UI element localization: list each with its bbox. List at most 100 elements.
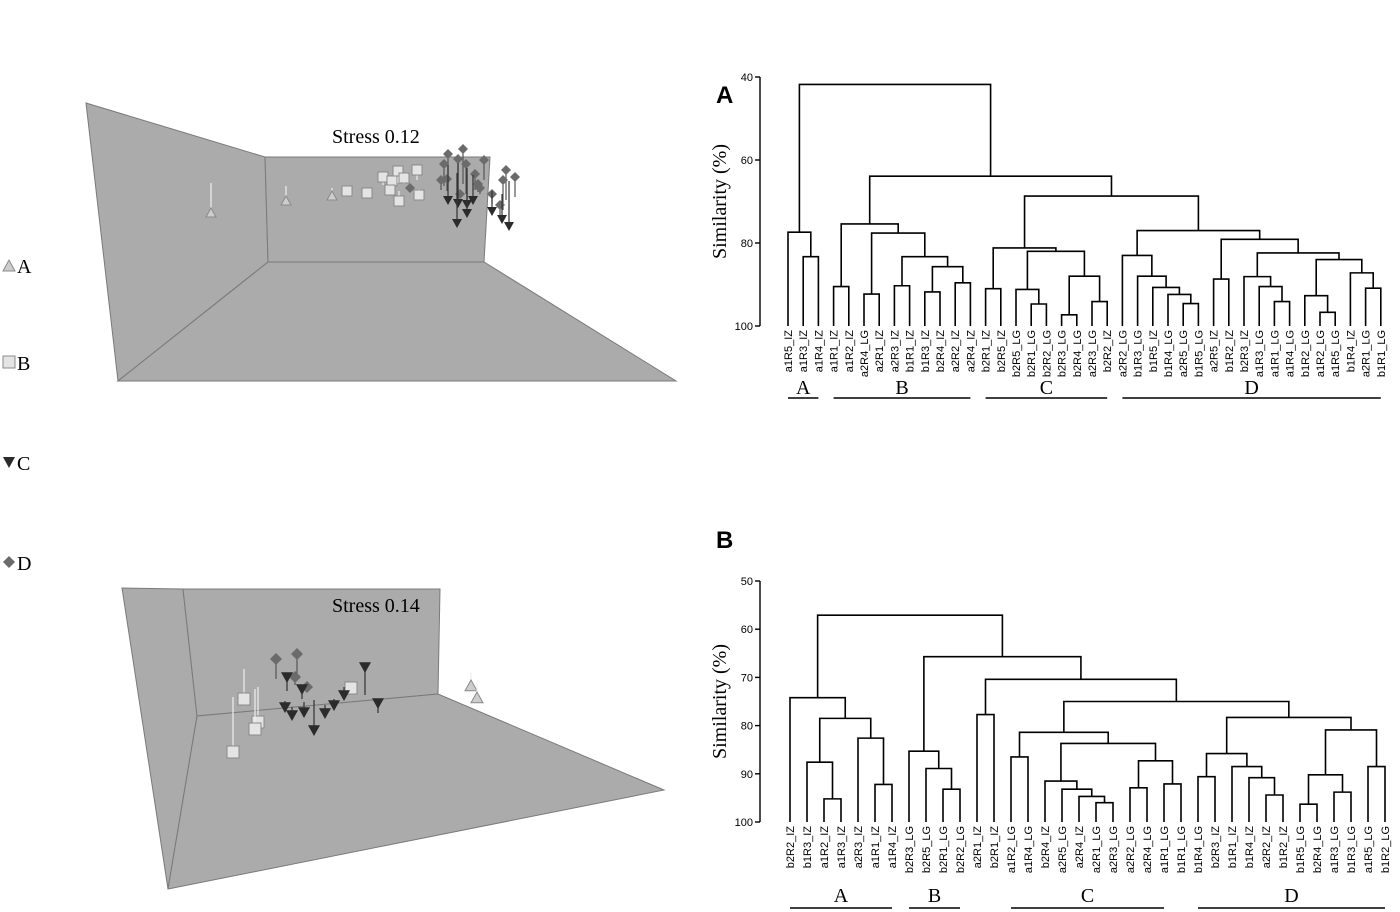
group-label: B: [895, 377, 908, 399]
leaf-label: b1R4_LG: [1163, 330, 1175, 377]
group-b-point: [392, 165, 404, 177]
dendrogram-link: [1030, 303, 1048, 326]
dendrogram-link: [1299, 803, 1318, 822]
group-c-point: [468, 196, 478, 205]
leaf-label: a1R4_LG: [1023, 826, 1035, 873]
dendrogram-link: [1243, 275, 1272, 326]
leaf-label: a1R3_IZ: [798, 330, 810, 372]
leaf-label: b2R4_IZ: [935, 330, 947, 372]
group-d-point: [443, 149, 453, 159]
dendrogram-link: [1319, 311, 1336, 326]
leaf-label: b1R2_LG: [1380, 826, 1392, 873]
dendrogram-link: [1182, 302, 1200, 326]
group-label: C: [1040, 377, 1053, 399]
group-label: A: [796, 377, 811, 399]
dendrogram-link: [1015, 288, 1040, 326]
leaf-label: b2R5_IZ: [996, 330, 1008, 372]
y-axis-title: Similarity (%): [709, 644, 731, 759]
dendrogram-link: [870, 232, 926, 295]
legend-item-c: C: [3, 453, 30, 475]
group-c-point: [372, 698, 384, 709]
dendrogram-link: [816, 614, 1004, 698]
y-tick-label: 60: [741, 624, 753, 636]
leaf-label: a1R4_IZ: [887, 826, 899, 868]
y-tick-label: 50: [741, 576, 753, 588]
dendrogram-link: [818, 717, 872, 763]
legend-item-a: A: [2, 256, 32, 278]
legend-label: C: [17, 453, 30, 475]
leaf-label: a2R2_LG: [1117, 330, 1129, 377]
dendrogram-link: [789, 696, 847, 822]
group-label: D: [1284, 885, 1298, 907]
dendrogram-link: [893, 284, 911, 326]
group-a-point: [280, 194, 292, 206]
panel-label-b: B: [716, 527, 733, 554]
leaf-label: a2R1_IZ: [972, 826, 984, 868]
dendrogram-link: [1212, 278, 1230, 326]
group-d-point: [498, 175, 508, 185]
dendrogram-link: [863, 293, 880, 326]
leaf-label: a2R3_LG: [1087, 330, 1099, 377]
mds-plot-bottom: Stress 0.14: [121, 587, 666, 890]
group-c-point: [504, 222, 514, 231]
group-c-point: [281, 672, 293, 683]
dendrogram-link: [984, 287, 1002, 326]
leaf-label: b2R2_IZ: [1102, 330, 1114, 372]
leaf-label: a1R1_LG: [1269, 330, 1281, 377]
leaf-label: a2R1_IZ: [874, 330, 886, 372]
group-d-point: [461, 159, 471, 169]
y-tick-label: 80: [741, 238, 753, 250]
triangle-up-icon: [2, 258, 16, 272]
group-label: D: [1244, 377, 1258, 399]
panel-label-a: A: [716, 82, 733, 109]
leaf-label: a2R1_LG: [1361, 330, 1373, 377]
stress-label-bottom: Stress 0.14: [332, 595, 420, 617]
leaf-label: a2R4_IZ: [965, 330, 977, 372]
group-c-point: [338, 690, 350, 701]
group-d-point: [510, 172, 520, 182]
y-tick-label: 90: [741, 769, 753, 781]
group-d-point: [475, 183, 485, 193]
mds-points-bottom: [226, 648, 484, 759]
legend-label: A: [17, 256, 32, 278]
leaf-label: a2R4_LG: [1142, 826, 1154, 873]
leaf-label: a2R3_IZ: [853, 826, 865, 868]
leaf-label: b2R3_IZ: [1210, 826, 1222, 868]
leaf-label: a1R1_IZ: [870, 826, 882, 868]
leaf-label: b2R5_LG: [1011, 330, 1023, 377]
stress-label-top: Stress 0.12: [332, 126, 420, 148]
triangle-down-icon: [3, 457, 15, 468]
leaf-label: b1R4_IZ: [1345, 330, 1357, 372]
dendrogram-link: [925, 767, 953, 822]
leaf-label: a2R4_IZ: [1074, 826, 1086, 868]
group-c-point: [453, 199, 463, 208]
leaf-label: b1R1_LG: [1176, 826, 1188, 873]
dendrogram-link: [992, 247, 1057, 289]
group-b-point: [361, 187, 373, 199]
y-tick-label: 60: [741, 155, 753, 167]
legend-label: B: [17, 353, 30, 375]
group-c-point: [296, 684, 308, 695]
dendrogram-link: [1044, 780, 1078, 822]
group-c-point: [497, 215, 507, 224]
leaf-label: b1R3_IZ: [920, 330, 932, 372]
group-d-point: [291, 648, 303, 660]
dendrogram-link: [1349, 272, 1374, 326]
leaf-label: b2R4_LG: [1072, 330, 1084, 377]
leaf-label: b1R1_LG: [1376, 330, 1388, 377]
dendrogram-link: [798, 83, 992, 233]
leaf-label: a1R2_IZ: [819, 826, 831, 868]
group-a-point: [326, 189, 338, 201]
dendrogram-link: [1315, 258, 1363, 296]
y-tick-label: 100: [735, 817, 753, 829]
leaf-label: b2R5_LG: [921, 826, 933, 873]
group-d-point: [453, 154, 463, 164]
group-d-point: [270, 653, 282, 665]
dendrogram-link: [1248, 776, 1276, 822]
leaf-label: b2R2_LG: [1041, 330, 1053, 377]
group-b-point: [384, 184, 396, 196]
group-b-point: [411, 164, 423, 176]
dendrogram-link: [1078, 795, 1106, 822]
leaf-label: a2R1_LG: [1091, 826, 1103, 873]
